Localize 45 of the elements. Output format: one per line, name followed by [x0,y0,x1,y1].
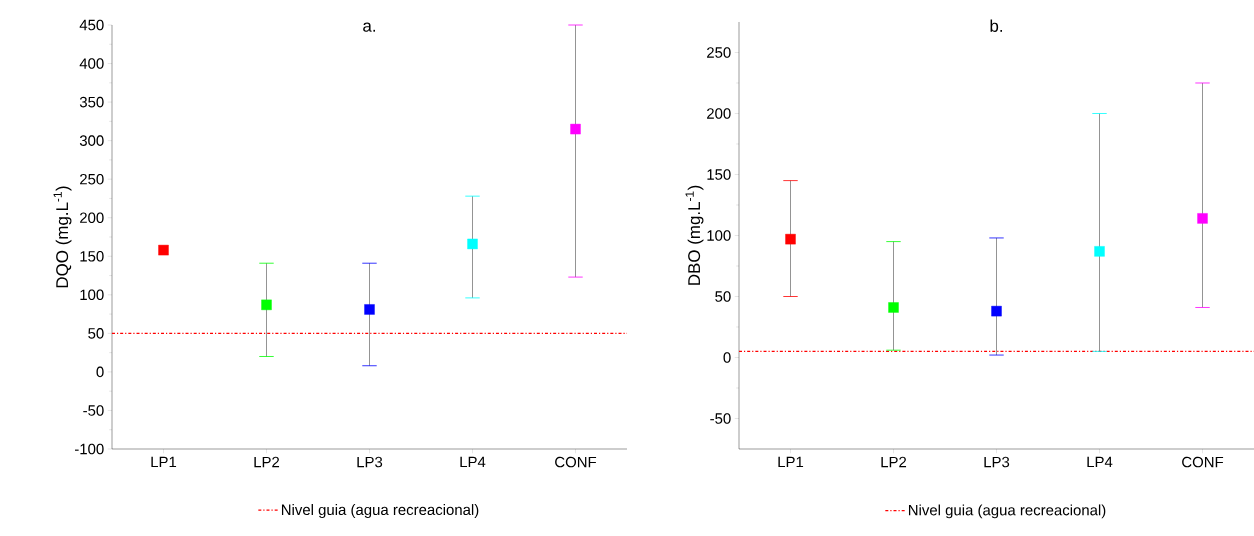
chart-title: a. [363,22,376,32]
y-tick-label: 200 [707,108,731,119]
y-tick-label: 400 [79,58,104,69]
y-tick-label: -100 [74,443,104,455]
point [570,123,581,135]
y-tick-label: 200 [80,212,104,224]
y-tick-label: -50 [710,413,731,424]
y-tick-label: 150 [80,250,104,262]
legend-label: Nivel guia (agua recreacional) [281,504,479,518]
point [888,302,899,313]
point [1094,246,1105,257]
x-tick-label: LP1 [778,456,804,468]
point [364,304,375,315]
y-axis-title: DQO (mg.L$^{-1}$) [53,186,72,288]
x-tick-label: LP2 [881,456,907,468]
x-tick-label: LP3 [984,456,1010,468]
x-tick-label: LP4 [460,456,486,468]
point [785,233,796,245]
y-tick-label: -50 [83,405,104,416]
point [1197,213,1208,224]
y-tick-label: 350 [79,96,104,108]
chart-title: b. [990,19,1003,32]
x-tick-label: CONF [555,456,597,468]
y-tick-label: 250 [707,47,731,58]
x-tick-label: LP1 [151,456,177,468]
point [261,299,272,311]
point [158,244,169,256]
y-tick-label: 250 [80,173,104,185]
y-tick-label: 150 [707,169,731,180]
x-tick-label: LP3 [357,456,383,468]
point [467,238,478,250]
y-tick-label: 0 [96,366,104,378]
y-axis-title: DBO (mg.L$^{-1}$) [685,185,704,285]
x-tick-label: LP2 [254,456,280,468]
y-tick-label: 0 [723,352,731,363]
x-tick-label: CONF [1182,456,1224,468]
y-tick-label: 100 [80,289,104,301]
y-tick-label: 50 [715,291,731,302]
y-tick-label: 50 [88,328,104,339]
legend-label: Nivel guia (agua recreacional) [908,504,1106,519]
y-tick-label: 100 [707,230,731,241]
y-tick-label: 450 [79,19,104,31]
x-tick-label: LP4 [1087,456,1113,468]
y-tick-label: 300 [79,135,104,146]
point [991,305,1002,317]
